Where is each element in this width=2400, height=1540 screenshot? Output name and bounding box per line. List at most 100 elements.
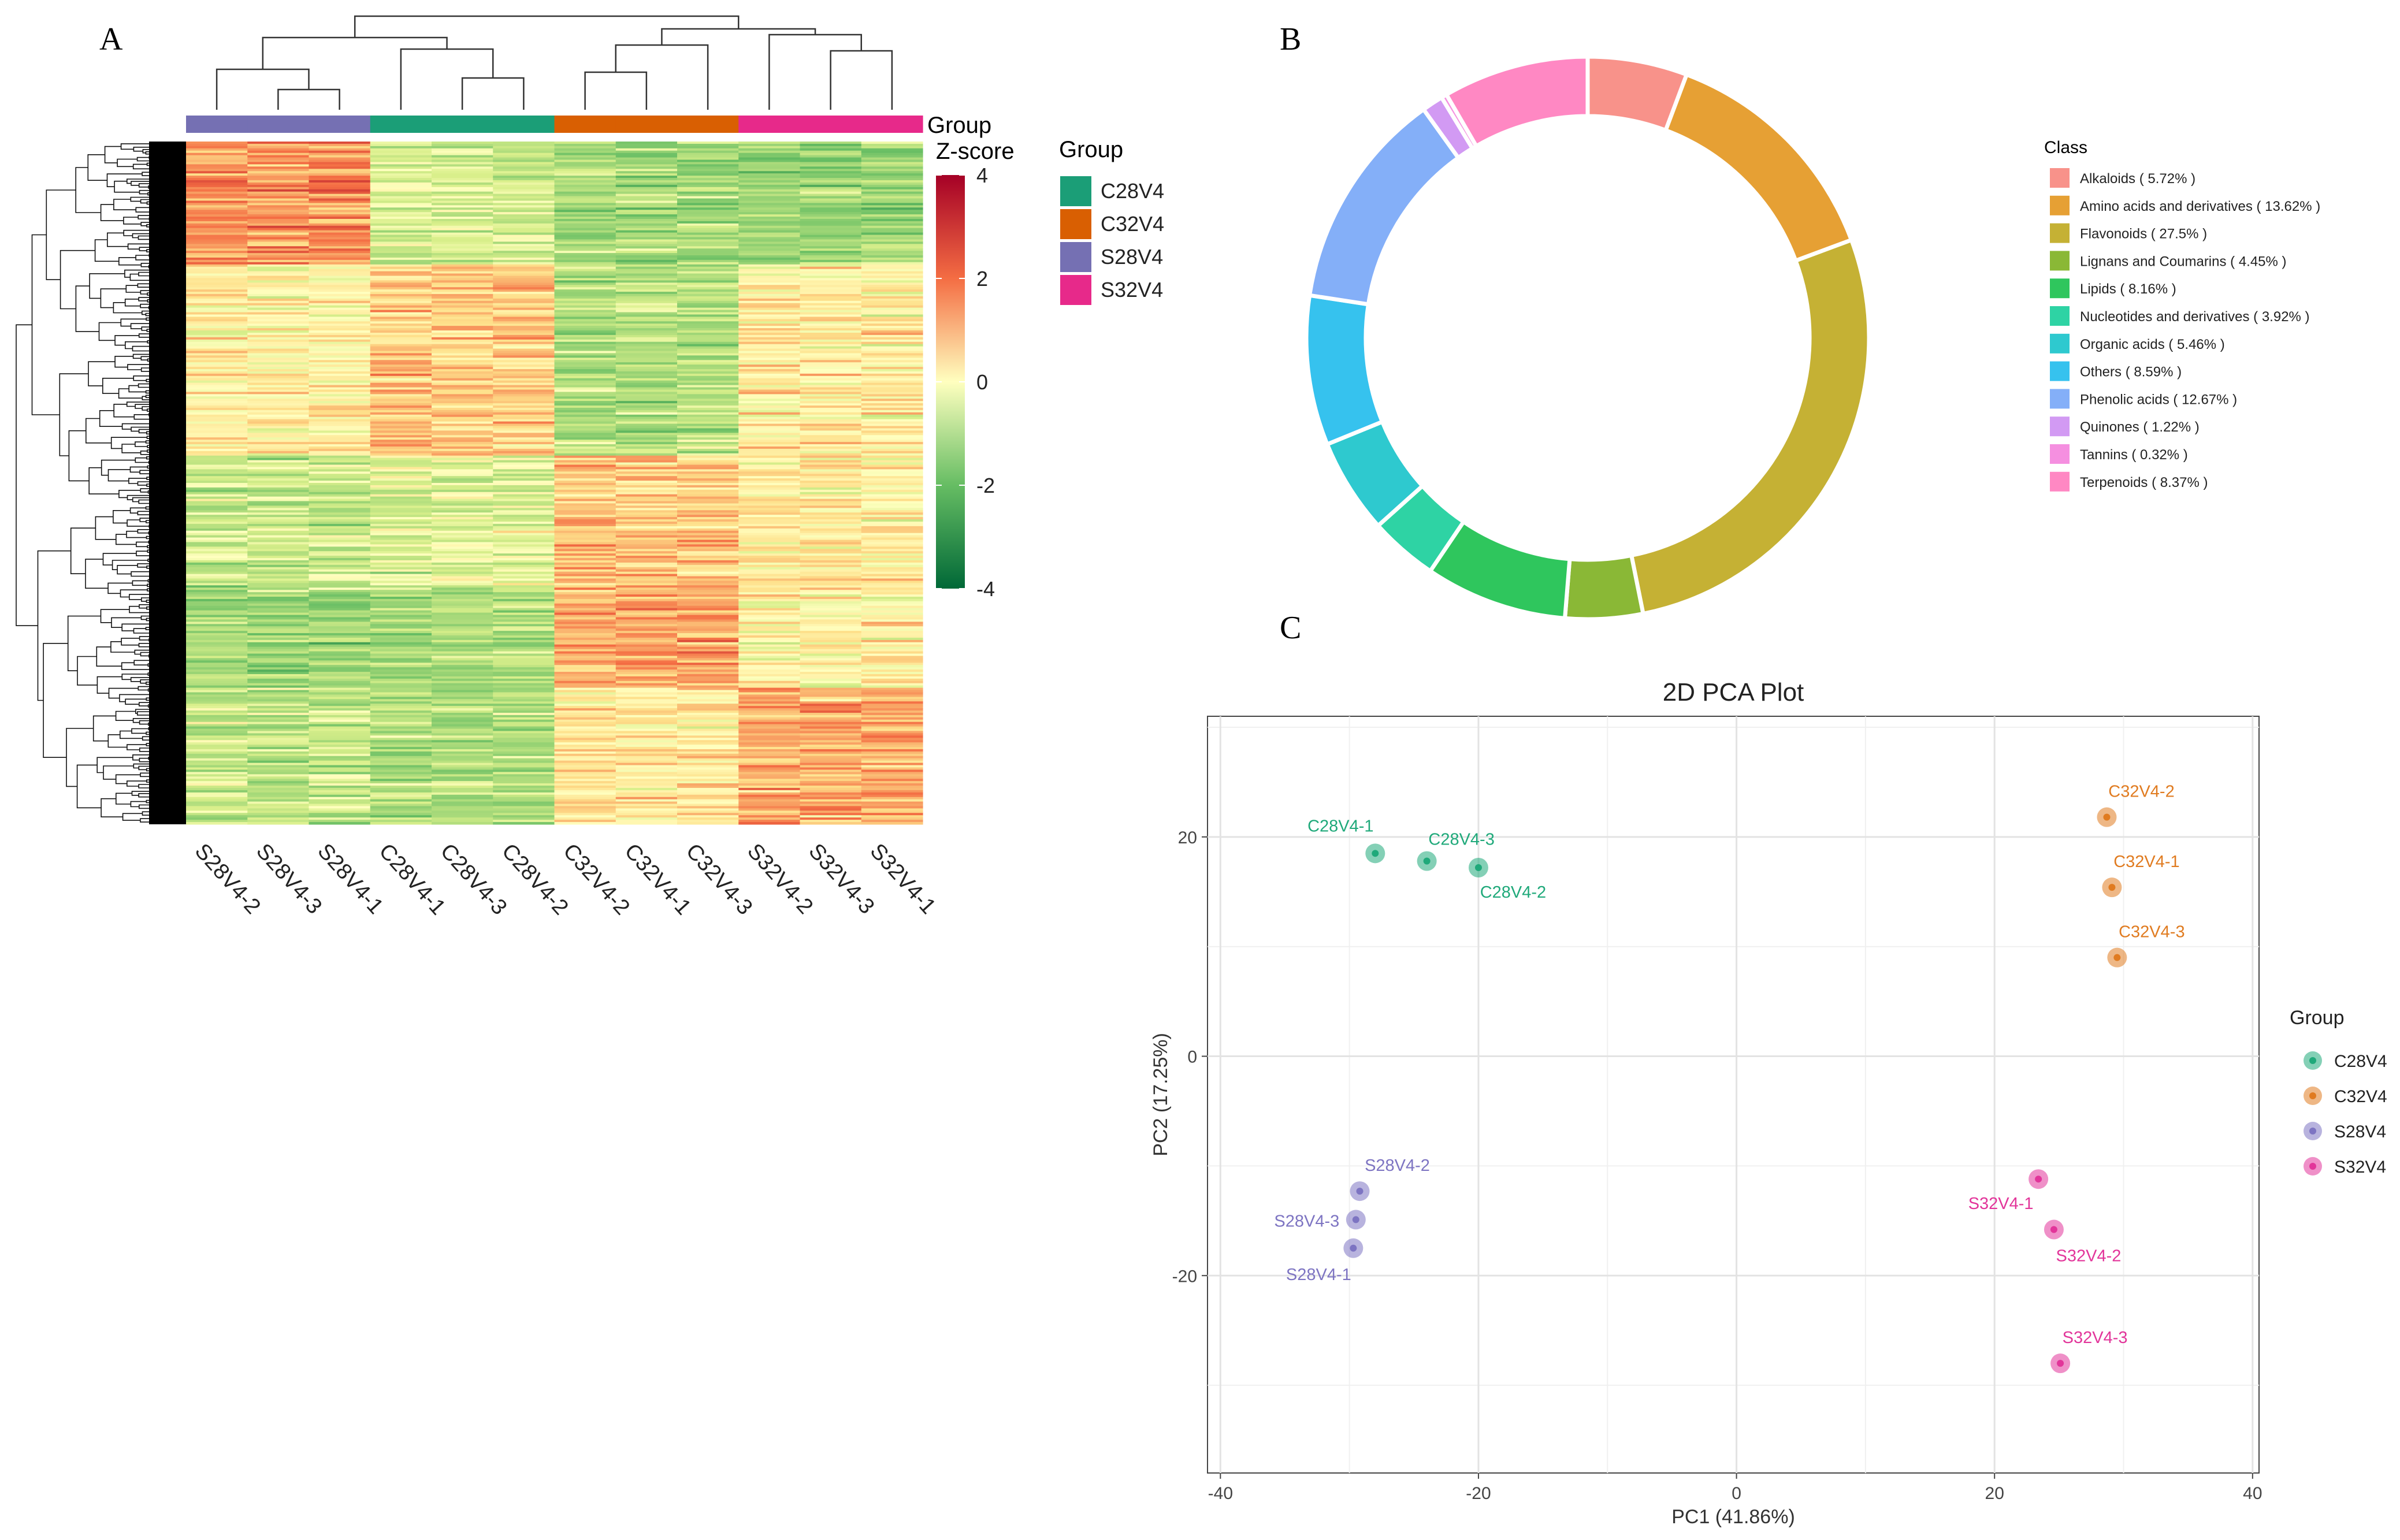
heatmap-cell [309, 412, 371, 415]
heatmap-cell [554, 523, 616, 527]
heatmap-cell [738, 228, 801, 231]
heatmap-cell [615, 373, 678, 377]
heatmap-cell [800, 663, 862, 665]
heatmap-cell [370, 653, 432, 657]
heatmap-cell [800, 749, 862, 752]
heatmap-cell [554, 314, 616, 317]
heatmap-cell [738, 146, 801, 149]
heatmap-cell [309, 442, 371, 445]
heatmap-cell [370, 287, 432, 290]
heatmap-cell [615, 505, 678, 508]
heatmap-cell [800, 196, 862, 199]
heatmap-cell [861, 669, 923, 672]
heatmap-cell [432, 519, 493, 522]
heatmap-cell [493, 540, 555, 543]
heatmap-cell [738, 414, 801, 418]
heatmap-cell [432, 678, 493, 682]
heatmap-cell [493, 537, 555, 541]
heatmap-cell [861, 289, 923, 292]
heatmap-cell [615, 749, 678, 752]
heatmap-cell [677, 464, 739, 468]
heatmap-cell [493, 804, 555, 807]
heatmap-cell [861, 364, 923, 367]
heatmap-cell [677, 410, 739, 413]
heatmap-cell [738, 503, 801, 506]
heatmap-cell [800, 769, 862, 772]
heatmap-cell [677, 494, 739, 497]
heatmap-cell [738, 626, 801, 629]
heatmap-cell [186, 669, 248, 672]
heatmap-cell [615, 571, 678, 575]
heatmap-cell [309, 173, 371, 176]
heatmap-cell [800, 244, 862, 247]
class-legend-swatch [2050, 361, 2070, 381]
heatmap-cell [738, 601, 801, 604]
heatmap-cell [554, 719, 616, 723]
heatmap-cell [370, 697, 432, 700]
heatmap-cell [186, 148, 248, 151]
heatmap-cell [432, 787, 493, 791]
heatmap-cell [615, 676, 678, 679]
heatmap-cell [800, 553, 862, 556]
heatmap-cell [861, 533, 923, 536]
heatmap-cell [309, 319, 371, 322]
heatmap-cell [186, 412, 248, 415]
heatmap-cell [738, 674, 801, 677]
heatmap-cell [554, 694, 616, 697]
heatmap-cell [677, 262, 739, 265]
heatmap-cell [432, 326, 493, 329]
heatmap-cell [493, 731, 555, 734]
heatmap-cell [615, 457, 678, 461]
heatmap-cell [247, 428, 310, 431]
heatmap-cell [800, 218, 862, 222]
heatmap-cell [677, 323, 739, 326]
heatmap-cell [861, 706, 923, 709]
heatmap-cell [738, 528, 801, 531]
heatmap-cell [370, 457, 432, 461]
heatmap-cell [738, 194, 801, 197]
heatmap-cell [370, 289, 432, 292]
heatmap-cell [677, 146, 739, 149]
heatmap-cell [493, 697, 555, 700]
heatmap-cell [370, 631, 432, 634]
heatmap-cell [738, 467, 801, 470]
heatmap-cell [493, 615, 555, 618]
heatmap-cell [247, 394, 310, 397]
heatmap-cell [738, 808, 801, 811]
heatmap-cell [738, 367, 801, 370]
heatmap-cell [186, 760, 248, 764]
heatmap-cell [738, 753, 801, 757]
heatmap-cell [615, 810, 678, 813]
heatmap-cell [370, 378, 432, 381]
heatmap-cell [554, 711, 616, 713]
heatmap-cell [800, 578, 862, 582]
heatmap-cell [800, 448, 862, 452]
heatmap-cell [309, 435, 371, 438]
heatmap-cell [861, 594, 923, 597]
heatmap-cell [554, 440, 616, 442]
heatmap-cell [861, 733, 923, 736]
heatmap-cell [738, 567, 801, 570]
heatmap-cell [186, 581, 248, 583]
heatmap-cell [309, 155, 371, 158]
heatmap-cell [677, 747, 739, 750]
heatmap-cell [738, 334, 801, 338]
heatmap-cell [370, 228, 432, 231]
heatmap-cell [615, 603, 678, 607]
heatmap-cell [247, 726, 310, 730]
heatmap-cell [554, 526, 616, 529]
heatmap-cell [554, 471, 616, 474]
colorbar-title: Z-score [936, 139, 1015, 164]
heatmap-cell [493, 530, 555, 534]
heatmap-cell [493, 239, 555, 242]
heatmap-cell [432, 232, 493, 236]
heatmap-cell [554, 665, 616, 668]
annotation-cell [370, 116, 432, 133]
heatmap-cell [861, 653, 923, 657]
heatmap-cell [800, 687, 862, 691]
heatmap-cell [370, 694, 432, 697]
heatmap-cell [432, 615, 493, 618]
heatmap-cell [309, 792, 371, 795]
heatmap-cell [370, 430, 432, 433]
heatmap-cell [247, 719, 310, 723]
